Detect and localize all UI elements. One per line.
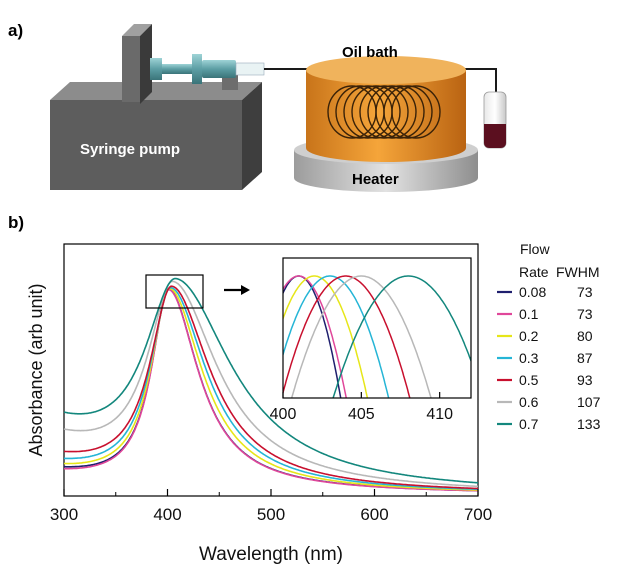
inset-series-line-0.1	[283, 275, 348, 398]
legend-fwhm-0.3: 87	[577, 350, 593, 366]
legend-flow-rate-0.1: 0.1	[519, 306, 539, 322]
inset-plot-background	[283, 258, 471, 398]
legend-fwhm-0.6: 107	[577, 394, 601, 410]
inset-x-tick-label-405: 405	[348, 406, 375, 423]
main-series-line-0.5	[64, 285, 478, 490]
legend-header-rate: Rate	[519, 264, 549, 280]
coil	[327, 85, 441, 139]
panel-a-label: a)	[8, 21, 23, 40]
main-x-axis-label: Wavelength (nm)	[199, 544, 343, 565]
legend-flow-rate-0.2: 0.2	[519, 328, 539, 344]
inset-series-line-0.08	[283, 275, 342, 398]
legend-fwhm-0.5: 93	[577, 372, 593, 388]
main-series-line-0.7	[63, 277, 479, 484]
legend-flow-rate-0.6: 0.6	[519, 394, 539, 410]
legend-header-fwhm: FWHM	[556, 264, 600, 280]
panel-a: a)	[8, 21, 507, 192]
heater-label: Heater	[352, 171, 399, 188]
legend-fwhm-0.08: 73	[577, 284, 593, 300]
legend-flow-rate-0.5: 0.5	[519, 372, 539, 388]
oil-bath	[306, 56, 466, 162]
main-series-line-0.6	[63, 280, 479, 488]
main-x-tick-label-300: 300	[50, 505, 78, 524]
legend-fwhm-0.1: 73	[577, 306, 593, 322]
inset-x-tick-label-400: 400	[270, 406, 297, 423]
main-x-tick-label-700: 700	[464, 505, 492, 524]
main-x-tick-label-600: 600	[360, 505, 388, 524]
collection-vial	[483, 91, 507, 149]
panel-b: b) 300 400 500 600 700 Wavelength (nm) Absor…	[8, 213, 601, 565]
zoom-arrow	[224, 285, 250, 295]
legend-flow-rate-0.08: 0.08	[519, 284, 546, 300]
main-x-tick-label-500: 500	[257, 505, 285, 524]
legend-flow-rate-0.3: 0.3	[519, 350, 539, 366]
inset-series-line-0.6	[290, 275, 432, 398]
legend-flow-rate-0.7: 0.7	[519, 416, 539, 432]
oil-bath-label: Oil bath	[342, 44, 398, 61]
main-x-axis: 300 400 500 600 700	[50, 489, 492, 524]
legend: Flow Rate FWHM 0.08 73 0.1 73 0.2 80 0.3 87 0.5 9…	[497, 241, 601, 432]
panel-b-label: b)	[8, 213, 24, 232]
main-series-line-0.3	[63, 286, 479, 491]
syringe-pump	[50, 24, 262, 190]
main-series-line-0.1	[64, 288, 478, 492]
inset-plot-curves	[283, 275, 471, 398]
inset-plot-frame	[282, 257, 472, 399]
inset-series-line-0.5	[283, 275, 411, 398]
main-plot-curves	[63, 277, 479, 492]
legend-rows: 0.08 73 0.1 73 0.2 80 0.3 87 0.5 93 0.6 107 0.7 133	[497, 284, 601, 432]
inset-series-line-0.3	[283, 275, 390, 398]
legend-header-flow: Flow	[520, 241, 550, 257]
syringe	[150, 54, 265, 84]
main-y-axis-label: Absorbance (arb unit)	[26, 283, 46, 456]
main-series-line-0.2	[64, 287, 478, 491]
inset-x-tick-label-410: 410	[426, 406, 453, 423]
syringe-pump-label: Syringe pump	[80, 141, 180, 158]
inset-x-axis: 400 405 410	[270, 392, 453, 423]
legend-fwhm-0.7: 133	[577, 416, 601, 432]
main-x-tick-label-400: 400	[153, 505, 181, 524]
inset-series-line-0.7	[332, 275, 471, 398]
legend-fwhm-0.2: 80	[577, 328, 593, 344]
zoom-region-box	[145, 274, 204, 309]
